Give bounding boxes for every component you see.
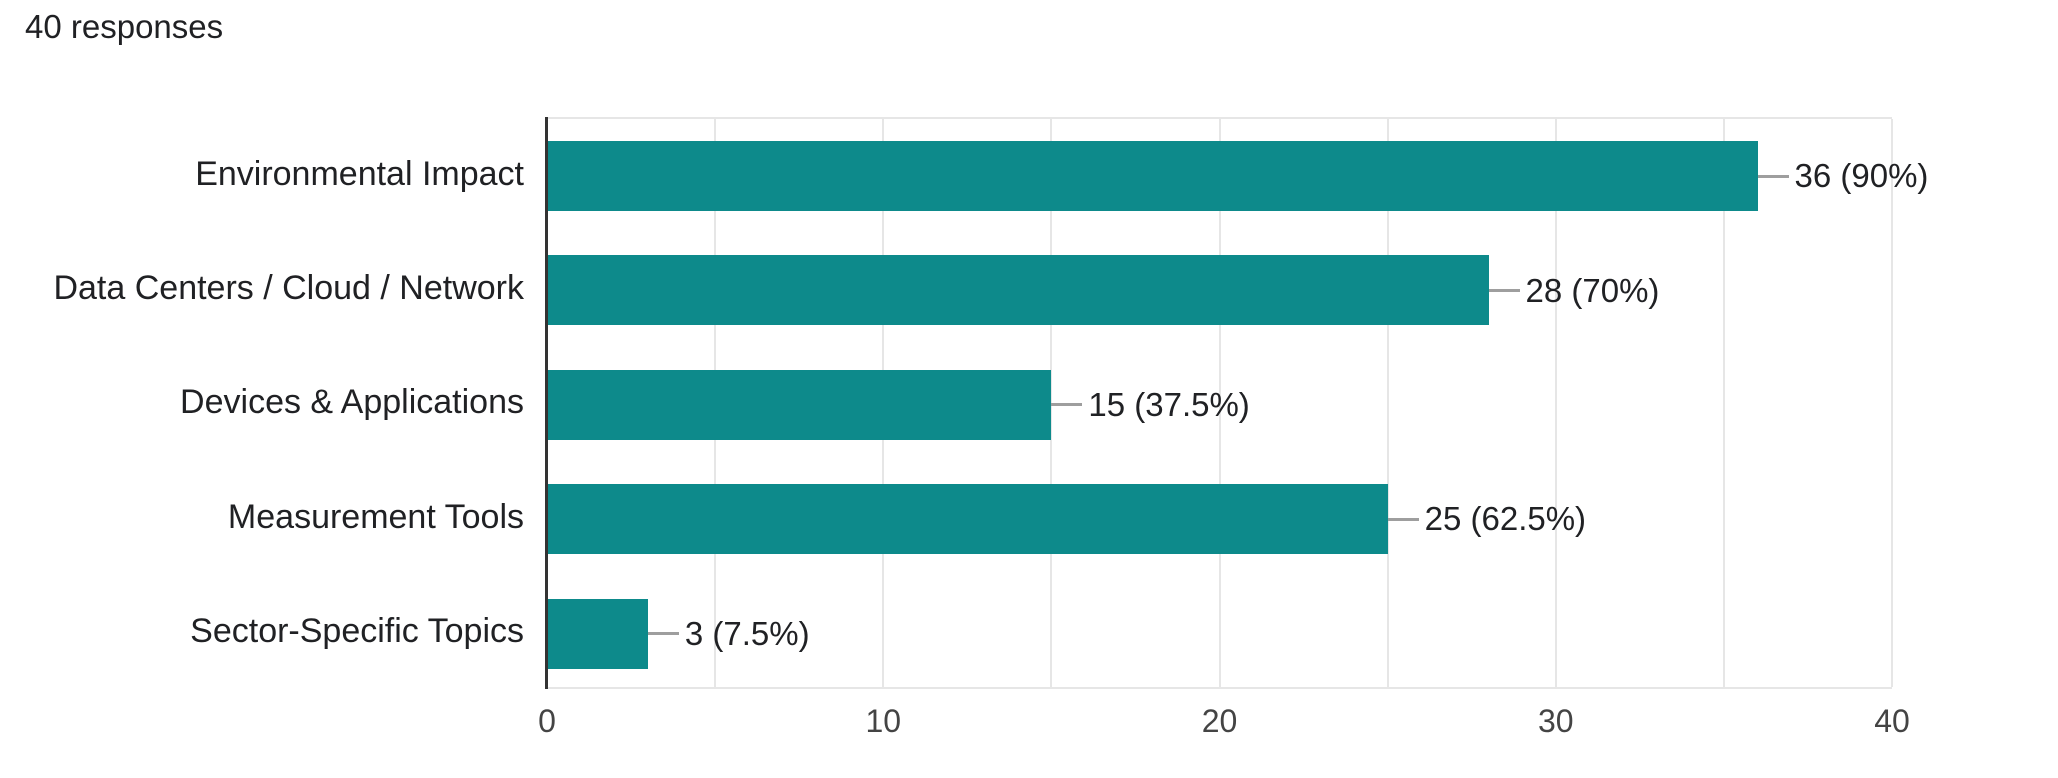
chart-row: 28 (70%) [547,233,1892,347]
bar[interactable] [547,255,1489,326]
category-label: Environmental Impact [195,154,524,193]
x-tick-label: 40 [1874,703,1910,739]
callout-line [1757,174,1789,178]
x-tick-label: 10 [865,703,902,739]
value-label: 15 (37.5%) [1088,385,1250,423]
bar[interactable] [547,369,1052,440]
value-label: 3 (7.5%) [684,614,810,652]
bar[interactable] [547,484,1388,555]
gridline [1386,119,1389,687]
responses-count: 40 responses [25,8,224,45]
gridline [1722,119,1725,687]
chart-row: 15 (37.5%) [547,348,1892,462]
x-tick-label: 0 [538,703,556,739]
category-axis: Environmental Impact Data Centers / Cloud… [0,117,524,689]
bar[interactable] [547,598,648,669]
chart-row: 36 (90%) [547,119,1928,233]
x-tick-label: 20 [1201,703,1238,739]
callout-line [647,632,679,636]
value-label: 36 (90%) [1794,157,1929,195]
x-tick-label: 30 [1537,703,1574,739]
bar[interactable] [547,141,1758,211]
gridline [1891,119,1893,687]
chart-row: 25 (62.5%) [547,462,1892,576]
category-label: Data Centers / Cloud / Network [53,269,524,308]
callout-line [1387,517,1419,521]
value-label: 25 (62.5%) [1424,500,1587,538]
gridline [1050,119,1053,687]
plot-area: 36 (90%) 28 (70%) 15 (37.5%) 25 (62.5%) 3 (7… [547,117,1928,691]
gridline [1554,119,1557,687]
category-label: Sector-Specific Topics [190,612,524,651]
category-label: Devices & Applications [180,383,524,422]
chart-row: 3 (7.5%) [547,577,1892,691]
callout-line [1488,288,1520,292]
category-label: Measurement Tools [227,497,524,536]
gridline [1218,119,1221,687]
y-axis-line [545,117,548,689]
value-label: 28 (70%) [1525,271,1660,309]
callout-line [1051,403,1083,407]
